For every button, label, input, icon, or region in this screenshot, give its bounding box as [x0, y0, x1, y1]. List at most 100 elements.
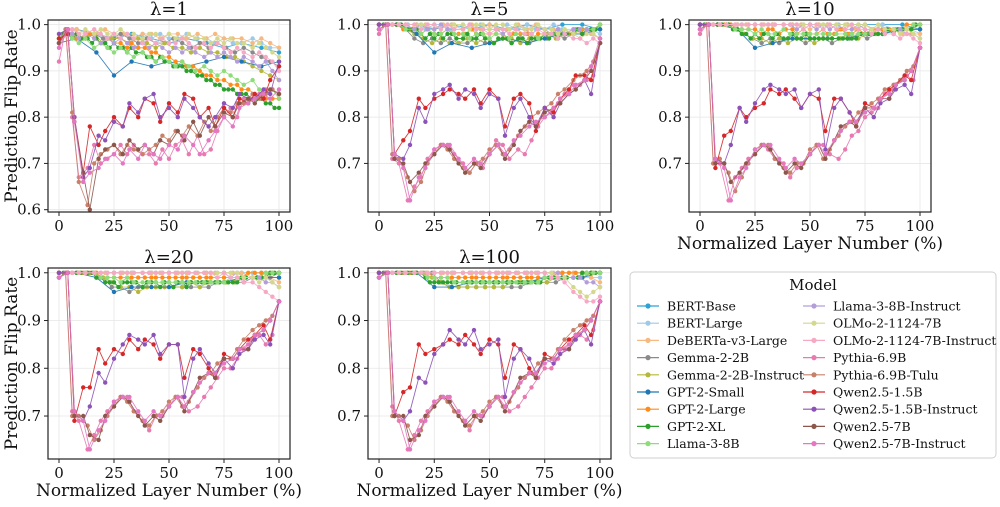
data-point — [166, 31, 172, 37]
data-point — [807, 147, 813, 152]
data-point — [166, 40, 172, 46]
data-point — [153, 270, 158, 275]
data-point — [239, 270, 244, 275]
data-point — [237, 105, 242, 111]
data-point — [597, 31, 603, 37]
data-point — [140, 50, 145, 55]
data-point — [407, 128, 413, 134]
data-point — [98, 152, 104, 157]
data-point — [493, 280, 499, 285]
data-point — [268, 77, 273, 83]
data-point — [478, 165, 483, 171]
legend-item: OLMo-2-1124-7B-Instruct — [803, 333, 996, 348]
data-point — [781, 27, 786, 32]
data-point — [471, 91, 477, 97]
legend-swatch-marker — [811, 406, 817, 412]
data-point — [840, 36, 846, 41]
data-point — [516, 404, 521, 409]
data-point — [257, 284, 262, 290]
data-point — [87, 432, 93, 438]
data-point — [416, 342, 421, 347]
data-point — [807, 27, 813, 32]
data-point — [376, 275, 382, 280]
data-point — [191, 275, 196, 280]
data-point — [493, 275, 499, 280]
data-point — [522, 31, 527, 37]
data-point — [257, 64, 262, 69]
data-point — [263, 289, 268, 295]
data-point — [250, 64, 255, 69]
legend-swatch-marker — [811, 372, 817, 378]
data-point — [432, 284, 437, 290]
data-point — [463, 87, 468, 92]
data-point — [467, 27, 472, 32]
data-point — [432, 280, 437, 285]
data-point — [151, 413, 156, 419]
data-point — [158, 119, 163, 125]
data-point — [213, 375, 218, 380]
data-point — [396, 270, 402, 275]
data-point — [153, 275, 158, 280]
data-point — [474, 40, 479, 46]
legend-label: Gemma-2-2B — [667, 350, 749, 365]
data-point — [794, 165, 799, 171]
data-point — [432, 275, 437, 280]
data-point — [120, 351, 126, 357]
data-point — [403, 22, 408, 27]
legend-box — [629, 271, 997, 459]
data-point — [823, 156, 828, 161]
data-point — [111, 115, 117, 120]
series-Qwen2.5-7B-Instruct — [56, 27, 282, 185]
data-point — [438, 270, 444, 275]
data-point — [407, 409, 413, 414]
data-point — [768, 82, 773, 88]
data-point — [511, 356, 516, 361]
data-point — [505, 275, 510, 280]
data-point — [103, 138, 108, 143]
data-point — [902, 82, 907, 88]
data-point — [582, 323, 587, 328]
data-point — [496, 96, 501, 101]
data-point — [120, 124, 126, 129]
legend-item: Gemma-2-2B-Instruct — [637, 367, 804, 382]
data-point — [241, 50, 246, 55]
data-point — [136, 110, 141, 115]
data-point — [56, 36, 62, 41]
data-point — [151, 332, 156, 338]
data-point — [445, 280, 450, 285]
data-point — [902, 73, 907, 78]
data-point — [235, 59, 240, 64]
data-point — [127, 394, 132, 400]
data-point — [151, 342, 156, 347]
data-point — [125, 40, 130, 46]
series-Qwen2.5-7B-Instruct — [697, 22, 923, 203]
data-point — [471, 327, 477, 333]
data-point — [412, 22, 417, 27]
data-point — [92, 142, 97, 148]
data-point — [761, 87, 766, 92]
data-point — [268, 318, 273, 323]
legend-label: DeBERTa-v3-Large — [667, 333, 787, 348]
data-point — [516, 385, 521, 390]
data-point — [125, 270, 130, 275]
y-tick-label: 0.7 — [17, 154, 41, 172]
data-point — [558, 351, 563, 357]
data-point — [871, 105, 876, 111]
data-point — [235, 275, 240, 280]
legend-item: OLMo-2-1124-7B — [803, 316, 941, 331]
data-point — [142, 423, 147, 428]
data-point — [566, 337, 572, 342]
data-point — [546, 36, 552, 41]
data-point — [252, 270, 257, 275]
data-point — [728, 179, 733, 185]
data-point — [276, 59, 282, 64]
data-point — [147, 45, 152, 50]
data-point — [518, 284, 523, 290]
data-point — [849, 27, 854, 32]
data-point — [440, 91, 446, 97]
data-point — [794, 31, 799, 37]
data-point — [460, 161, 466, 166]
data-point — [153, 142, 158, 148]
data-point — [571, 275, 576, 280]
legend-swatch-marker — [811, 337, 817, 343]
